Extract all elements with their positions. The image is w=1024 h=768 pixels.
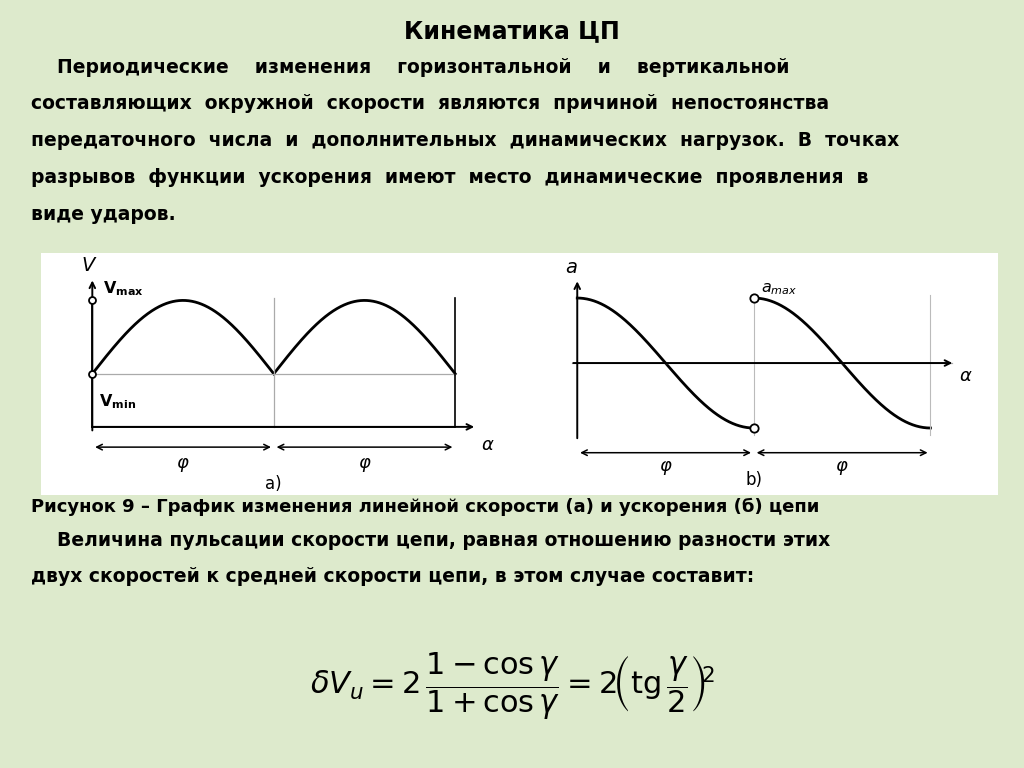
Text: $\alpha$: $\alpha$	[480, 435, 495, 454]
Text: составляющих  окружной  скорости  являются  причиной  непостоянства: составляющих окружной скорости являются …	[31, 94, 828, 114]
Text: Кинематика ЦП: Кинематика ЦП	[404, 19, 620, 43]
Text: Периодические    изменения    горизонтальной    и    вертикальной: Периодические изменения горизонтальной и…	[31, 58, 790, 77]
Text: $\varphi$: $\varphi$	[658, 459, 673, 477]
Text: $\bf{V}_{min}$: $\bf{V}_{min}$	[99, 392, 136, 411]
Text: Рисунок 9 – График изменения линейной скорости (а) и ускорения (б) цепи: Рисунок 9 – График изменения линейной ск…	[31, 498, 819, 516]
Text: передаточного  числа  и  дополнительных  динамических  нагрузок.  В  точках: передаточного числа и дополнительных дин…	[31, 131, 899, 151]
Text: a: a	[565, 258, 578, 277]
Text: V: V	[81, 256, 94, 275]
Text: разрывов  функции  ускорения  имеют  место  динамические  проявления  в: разрывов функции ускорения имеют место д…	[31, 168, 868, 187]
Text: b): b)	[745, 471, 762, 489]
Text: $\varphi$: $\varphi$	[176, 456, 189, 474]
Text: $\delta V_u = 2\,\dfrac{1-\cos\gamma}{1+\cos\gamma}= 2\!\left(\mathrm{tg}\,\dfra: $\delta V_u = 2\,\dfrac{1-\cos\gamma}{1+…	[309, 650, 715, 722]
Text: $\varphi$: $\varphi$	[357, 456, 372, 474]
Text: a): a)	[265, 475, 282, 493]
Text: $\varphi$: $\varphi$	[836, 459, 849, 477]
Text: $\alpha$: $\alpha$	[958, 367, 972, 385]
Text: двух скоростей к средней скорости цепи, в этом случае составит:: двух скоростей к средней скорости цепи, …	[31, 567, 754, 586]
Text: виде ударов.: виде ударов.	[31, 205, 175, 224]
Text: $\bf{V}_{max}$: $\bf{V}_{max}$	[102, 280, 143, 298]
Text: $a_{max}$: $a_{max}$	[761, 281, 798, 296]
Text: Величина пульсации скорости цепи, равная отношению разности этих: Величина пульсации скорости цепи, равная…	[31, 531, 830, 551]
